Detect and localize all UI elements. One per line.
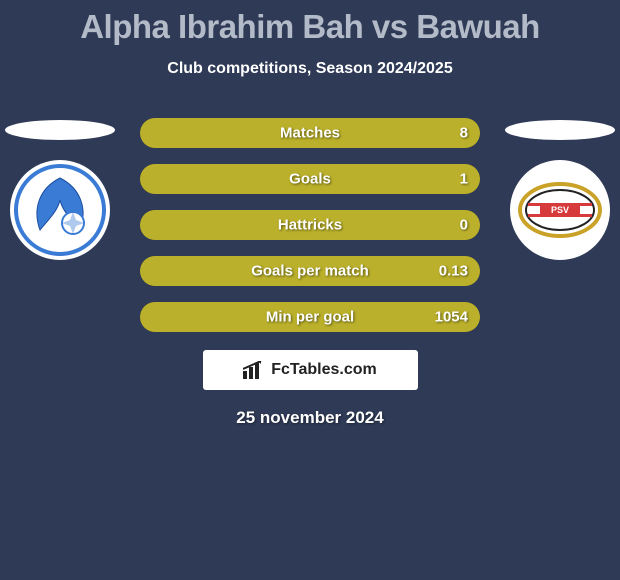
stat-bar-label: Goals per match: [251, 263, 369, 280]
stat-bar: Min per goal 1054: [140, 302, 480, 332]
credit-text: FcTables.com: [271, 361, 377, 379]
comparison-card: Alpha Ibrahim Bah vs Bawuah Club competi…: [0, 0, 620, 580]
subtitle: Club competitions, Season 2024/2025: [0, 60, 620, 78]
credit-badge[interactable]: FcTables.com: [203, 350, 418, 390]
stat-bar-value-right: 1: [460, 171, 468, 188]
stat-bar-value-right: 8: [460, 125, 468, 142]
stat-bar-label: Goals: [289, 171, 331, 188]
stat-bar-value-right: 0.13: [439, 263, 468, 280]
stat-bar-value-right: 0: [460, 217, 468, 234]
stat-bar-label: Hattricks: [278, 217, 342, 234]
stat-bar: Matches 8: [140, 118, 480, 148]
bar-chart-icon: [243, 361, 265, 379]
page-title: Alpha Ibrahim Bah vs Bawuah: [0, 0, 620, 46]
stat-bars: Matches 8 Goals 1 Hattricks 0 Goals per match 0…: [0, 118, 620, 332]
stat-bar-label: Min per goal: [266, 309, 354, 326]
stat-bar: Hattricks 0: [140, 210, 480, 240]
date-text: 25 november 2024: [0, 408, 620, 428]
stat-bar-label: Matches: [280, 125, 340, 142]
stat-bar: Goals per match 0.13: [140, 256, 480, 286]
stat-bar-value-right: 1054: [435, 309, 468, 326]
stat-bar: Goals 1: [140, 164, 480, 194]
